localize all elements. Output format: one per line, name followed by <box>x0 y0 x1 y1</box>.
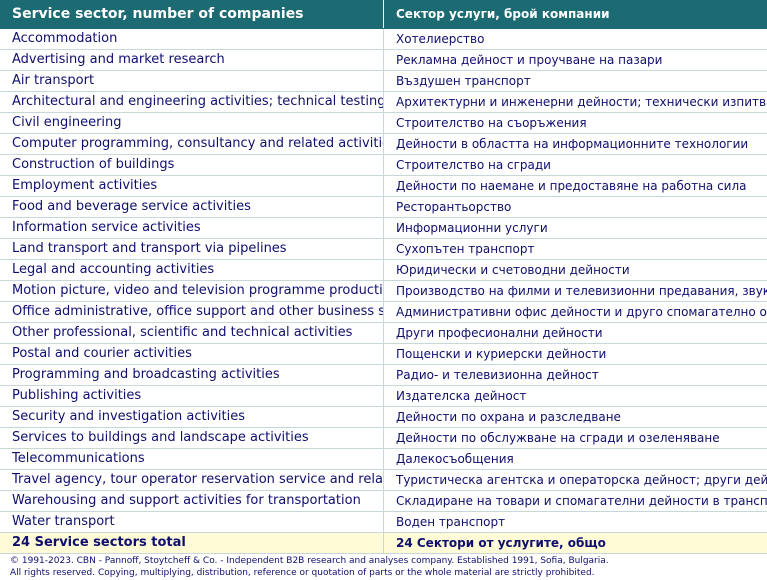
total-english: 24 Service sectors total <box>0 533 384 553</box>
table-row: Postal and courier activities Пощенски и … <box>0 344 767 365</box>
service-sector-table: Service sector, number of companies Сект… <box>0 0 767 554</box>
sector-name-english: Security and investigation activities <box>0 407 384 427</box>
footer-line-1: © 1991-2023. CBN - Pannoff, Stoytcheff &… <box>10 556 609 566</box>
footer-line-2: All rights reserved. Copying, multiplyin… <box>10 568 595 578</box>
header-english: Service sector, number of companies <box>0 0 384 28</box>
sector-name-english: Services to buildings and landscape acti… <box>0 428 384 448</box>
table-row: Food and beverage service activities Рест… <box>0 197 767 218</box>
sector-name-bulgarian: Дейности по охрана и разследване <box>396 410 621 424</box>
table-row: Architectural and engineering activities… <box>0 92 767 113</box>
sector-name-bulgarian: Ресторантьорство <box>396 200 512 214</box>
sector-name-english: Water transport <box>0 512 384 532</box>
table-row: Legal and accounting activities Юридическ… <box>0 260 767 281</box>
sector-name-english: Employment activities <box>0 176 384 196</box>
table-row: Water transport Воден транспорт <box>0 512 767 533</box>
sector-name-english: Motion picture, video and television pro… <box>0 281 384 301</box>
sector-name-bulgarian: Въздушен транспорт <box>396 74 531 88</box>
table-row: Motion picture, video and television pro… <box>0 281 767 302</box>
sector-name-english: Construction of buildings <box>0 155 384 175</box>
table-row: Accommodation Хотелиерство <box>0 29 767 50</box>
table-row: Civil engineering Строителство на съоръже… <box>0 113 767 134</box>
table-row: Services to buildings and landscape acti… <box>0 428 767 449</box>
table-row: Construction of buildings Строителство на… <box>0 155 767 176</box>
table-row: Office administrative, office support an… <box>0 302 767 323</box>
sector-name-bulgarian: Информационни услуги <box>396 221 548 235</box>
table-row: Programming and broadcasting activities Р… <box>0 365 767 386</box>
sector-name-bulgarian: Архитектурни и инженерни дейности; техни… <box>396 95 767 109</box>
sector-name-english: Programming and broadcasting activities <box>0 365 384 385</box>
sector-name-english: Food and beverage service activities <box>0 197 384 217</box>
table-row: Other professional, scientific and techn… <box>0 323 767 344</box>
table-row: Publishing activities Издателска дейност <box>0 386 767 407</box>
sector-name-bulgarian: Хотелиерство <box>396 32 485 46</box>
sector-name-english: Legal and accounting activities <box>0 260 384 280</box>
sector-name-bulgarian: Дейности в областта на информационните т… <box>396 137 749 151</box>
table-row: Telecommunications Далекосъобщения <box>0 449 767 470</box>
sector-name-bulgarian: Далекосъобщения <box>396 452 514 466</box>
sector-name-bulgarian: Туристическа агентска и операторска дейн… <box>396 473 767 487</box>
sector-name-bulgarian: Рекламна дейност и проучване на пазари <box>396 53 663 67</box>
table-row: Information service activities Информацио… <box>0 218 767 239</box>
copyright-footer: © 1991-2023. CBN - Pannoff, Stoytcheff &… <box>10 555 609 579</box>
sector-name-english: Postal and courier activities <box>0 344 384 364</box>
table-row: Advertising and market research Рекламна … <box>0 50 767 71</box>
header-bulgarian: Сектор услуги, брой компании <box>396 7 610 21</box>
sector-name-english: Warehousing and support activities for t… <box>0 491 384 511</box>
table-row: Air transport Въздушен транспорт <box>0 71 767 92</box>
sector-name-english: Computer programming, consultancy and re… <box>0 134 384 154</box>
sector-name-english: Land transport and transport via pipelin… <box>0 239 384 259</box>
sector-name-english: Publishing activities <box>0 386 384 406</box>
sector-name-bulgarian: Други професионални дейности <box>396 326 603 340</box>
sector-name-english: Office administrative, office support an… <box>0 302 384 322</box>
sector-name-bulgarian: Строителство на съоръжения <box>396 116 587 130</box>
table-row: Travel agency, tour operator reservation… <box>0 470 767 491</box>
table-row: Computer programming, consultancy and re… <box>0 134 767 155</box>
sector-name-english: Civil engineering <box>0 113 384 133</box>
sector-name-bulgarian: Сухопътен транспорт <box>396 242 535 256</box>
sector-name-bulgarian: Производство на филми и телевизионни пре… <box>396 284 767 298</box>
sector-name-english: Telecommunications <box>0 449 384 469</box>
sector-name-english: Architectural and engineering activities… <box>0 92 384 112</box>
table-row: Security and investigation activities Дей… <box>0 407 767 428</box>
sector-name-english: Advertising and market research <box>0 50 384 70</box>
sector-name-bulgarian: Дейности по обслужване на сгради и озеле… <box>396 431 720 445</box>
sector-name-bulgarian: Строителство на сгради <box>396 158 551 172</box>
sector-name-english: Travel agency, tour operator reservation… <box>0 470 384 490</box>
sector-name-bulgarian: Воден транспорт <box>396 515 506 529</box>
total-bulgarian: 24 Сектори от услугите, общо <box>396 536 606 550</box>
sector-name-bulgarian: Издателска дейност <box>396 389 527 403</box>
table-total-row: 24 Service sectors total 24 Сектори от у… <box>0 533 767 554</box>
sector-name-bulgarian: Юридически и счетоводни дейности <box>396 263 630 277</box>
table-header: Service sector, number of companies Сект… <box>0 0 767 29</box>
sector-name-bulgarian: Административни офис дейности и друго сп… <box>396 305 767 319</box>
sector-name-english: Accommodation <box>0 29 384 49</box>
table-row: Land transport and transport via pipelin… <box>0 239 767 260</box>
sector-name-english: Air transport <box>0 71 384 91</box>
table-row: Employment activities Дейности по наемане… <box>0 176 767 197</box>
sector-name-english: Other professional, scientific and techn… <box>0 323 384 343</box>
sector-name-english: Information service activities <box>0 218 384 238</box>
sector-name-bulgarian: Складиране на товари и спомагателни дейн… <box>396 494 767 508</box>
sector-name-bulgarian: Радио- и телевизионна дейност <box>396 368 599 382</box>
sector-name-bulgarian: Пощенски и куриерски дейности <box>396 347 607 361</box>
table-body: Accommodation Хотелиерство Advertising and… <box>0 29 767 533</box>
sector-name-bulgarian: Дейности по наемане и предоставяне на ра… <box>396 179 747 193</box>
table-row: Warehousing and support activities for t… <box>0 491 767 512</box>
